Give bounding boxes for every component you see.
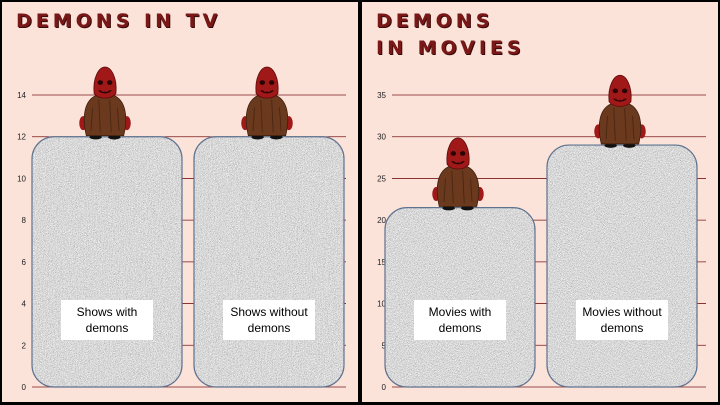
category-label: Shows without demons [223, 300, 315, 340]
chart-title: DEMONS IN TV [16, 10, 222, 32]
bar-outline [31, 136, 183, 388]
demon-figure [79, 66, 131, 140]
y-tick-label: 8 [22, 216, 27, 225]
chart-title: DEMONS IN MOVIES [376, 10, 525, 59]
bar [194, 136, 344, 387]
bar-outline [546, 144, 698, 388]
y-tick-label: 6 [22, 258, 27, 267]
bar [32, 136, 182, 387]
y-tick-label: 14 [17, 91, 26, 100]
y-tick-label: 20 [377, 216, 386, 225]
demon-figure [241, 66, 293, 140]
bar-chart-tv: 0 2 4 6 8 10 12 14 [17, 66, 346, 392]
y-tick-label: 15 [377, 258, 386, 267]
y-tick-label: 2 [22, 341, 27, 350]
y-tick-label: 10 [17, 174, 26, 183]
chart-panel-tv: DEMONS IN TV 0 2 4 6 8 10 12 14 Shows with demo… [2, 2, 358, 402]
y-tick-label: 0 [22, 383, 27, 392]
category-label: Movies without demons [576, 300, 668, 340]
y-tick-label: 4 [22, 300, 27, 309]
y-tick-label: 25 [377, 174, 386, 183]
bar [385, 207, 535, 387]
bar-chart-movies: 0 5 10 15 20 25 30 35 [377, 74, 706, 392]
demon-figure [594, 74, 646, 148]
y-tick-label: 35 [377, 91, 386, 100]
y-tick-label: 30 [377, 133, 386, 142]
y-tick-label: 0 [382, 383, 387, 392]
bar-outline [193, 136, 345, 388]
y-tick-label: 12 [17, 133, 26, 142]
y-tick-label: 5 [382, 341, 387, 350]
y-tick-label: 10 [377, 300, 386, 309]
demon-figure [432, 137, 484, 211]
bar [547, 145, 697, 387]
chart-panel-movies: DEMONS IN MOVIES 0 5 10 15 20 25 30 35 Movies w… [362, 2, 718, 402]
bar-outline [384, 207, 536, 388]
category-label: Movies with demons [414, 300, 506, 340]
category-label: Shows with demons [61, 300, 153, 340]
